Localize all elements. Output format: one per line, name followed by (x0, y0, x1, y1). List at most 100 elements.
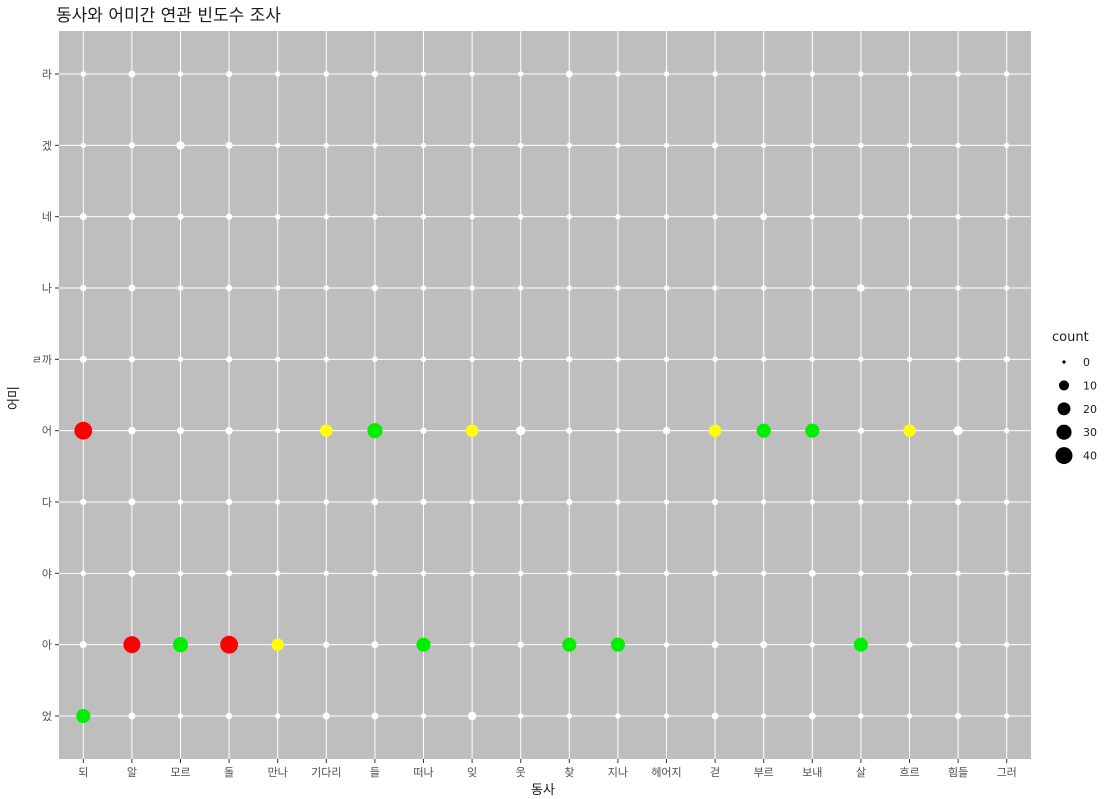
data-point (615, 285, 621, 291)
data-point (858, 570, 864, 577)
legend-key (1058, 380, 1070, 391)
legend-label: 0 (1083, 356, 1090, 369)
data-point (955, 213, 961, 220)
data-point (80, 284, 87, 292)
data-point (420, 356, 427, 363)
y-tick-label: 나 (42, 282, 52, 295)
data-point (516, 425, 526, 436)
data-point (858, 356, 864, 363)
data-point (857, 284, 865, 292)
data-point (76, 708, 91, 724)
data-point (371, 641, 379, 649)
data-point (906, 356, 913, 363)
data-point (712, 285, 718, 291)
data-point (712, 356, 718, 363)
legend-label: 20 (1083, 403, 1097, 416)
data-point (469, 213, 475, 220)
data-point (1004, 427, 1010, 434)
data-point (663, 285, 670, 291)
data-point (518, 713, 524, 719)
y-axis-ticks: 었 아 야 다 어 ㄹ까 나 네 겠 라 (32, 68, 59, 723)
data-point (906, 641, 913, 648)
data-point (1004, 213, 1010, 220)
data-point (566, 213, 572, 220)
x-tick-label: 알 (127, 765, 137, 779)
data-point (371, 712, 379, 720)
data-point (808, 712, 816, 720)
data-point (906, 213, 913, 220)
data-point (80, 498, 87, 506)
data-point (663, 213, 670, 220)
data-point (177, 71, 184, 77)
data-point (79, 641, 87, 649)
data-point (518, 570, 524, 577)
x-tick-label: 흐르 (899, 766, 919, 779)
data-point (562, 637, 577, 652)
data-point (663, 142, 670, 149)
data-point (761, 713, 767, 719)
x-axis-ticks: 되 알 모르 돌 만나 기다리 들 떠나 잊 웃 찾 지나 헤어지 걷 부르 보내 살 흐르 힘들 그러 (78, 759, 1017, 779)
x-tick-label: 보내 (802, 766, 822, 779)
data-point (711, 570, 719, 577)
data-point (615, 499, 621, 505)
x-tick-label: 잊 (467, 766, 477, 779)
data-point (176, 141, 185, 150)
data-point (128, 356, 136, 363)
y-tick-label: 라 (42, 68, 52, 81)
data-point (711, 498, 719, 506)
data-point (225, 498, 233, 506)
data-point (420, 713, 427, 719)
data-point (420, 570, 427, 577)
data-point (1004, 570, 1010, 577)
data-point (367, 423, 383, 439)
data-point (177, 285, 184, 291)
data-point (805, 423, 820, 438)
data-point (615, 713, 621, 719)
data-point (416, 637, 431, 652)
data-point (761, 142, 767, 149)
y-tick-label: 어 (42, 425, 52, 438)
data-point (467, 711, 477, 721)
data-point (906, 570, 913, 577)
data-point (128, 569, 136, 577)
data-point (275, 499, 281, 505)
data-point (420, 213, 427, 220)
data-point (809, 356, 815, 363)
data-point (756, 423, 771, 438)
x-axis-label: 동사 (531, 783, 555, 798)
data-point (275, 142, 281, 149)
y-tick-label: 었 (42, 710, 52, 723)
data-point (761, 71, 767, 77)
data-point (1004, 641, 1010, 648)
data-point (760, 213, 768, 221)
data-point (275, 356, 281, 363)
data-point (323, 142, 329, 149)
data-point (128, 426, 136, 435)
y-tick-label: ㄹ까 (32, 353, 52, 366)
x-tick-label: 떠나 (413, 766, 433, 779)
legend-key (1062, 360, 1066, 364)
data-point (906, 713, 913, 719)
data-points (74, 70, 1010, 724)
data-point (323, 356, 329, 363)
data-point (566, 570, 572, 577)
data-point (906, 71, 913, 77)
data-point (953, 425, 963, 436)
data-point (955, 356, 961, 363)
data-point (711, 712, 719, 720)
data-point (663, 570, 670, 577)
data-point (177, 356, 184, 363)
data-point (858, 713, 864, 719)
data-point (323, 71, 329, 77)
data-point (323, 285, 329, 291)
data-point (275, 213, 281, 220)
data-point (711, 641, 719, 649)
x-tick-label: 되 (78, 766, 88, 779)
data-point (955, 570, 961, 577)
data-point (809, 641, 815, 648)
data-point (372, 142, 378, 149)
y-tick-label: 아 (42, 639, 52, 652)
data-point (1003, 356, 1010, 363)
data-point (74, 421, 93, 440)
data-point (469, 570, 475, 577)
